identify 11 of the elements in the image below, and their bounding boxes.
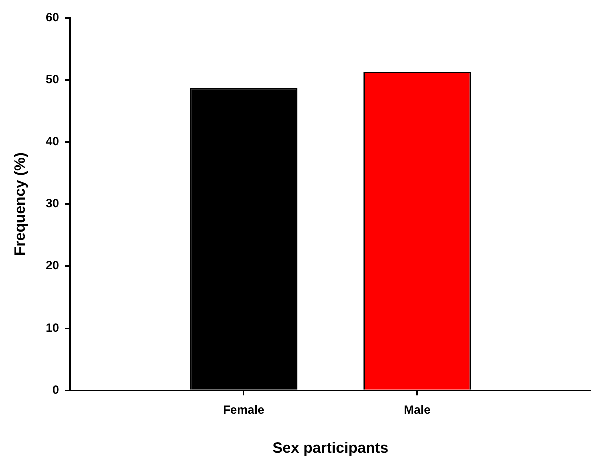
x-tick-label: Male [404,403,432,418]
x-axis-title: Sex participants [272,440,389,458]
y-tick-label: 30 [46,196,60,211]
x-tick-label: Female [223,403,265,418]
y-tick-label: 10 [46,320,60,335]
y-tick-label: 50 [46,72,60,86]
y-tick-label: 20 [46,258,60,273]
y-axis-title: Frequency (%) [12,152,30,256]
y-tick-label: 60 [46,10,60,24]
y-tick-label: 0 [52,382,60,397]
y-tick-label: 40 [46,134,60,149]
